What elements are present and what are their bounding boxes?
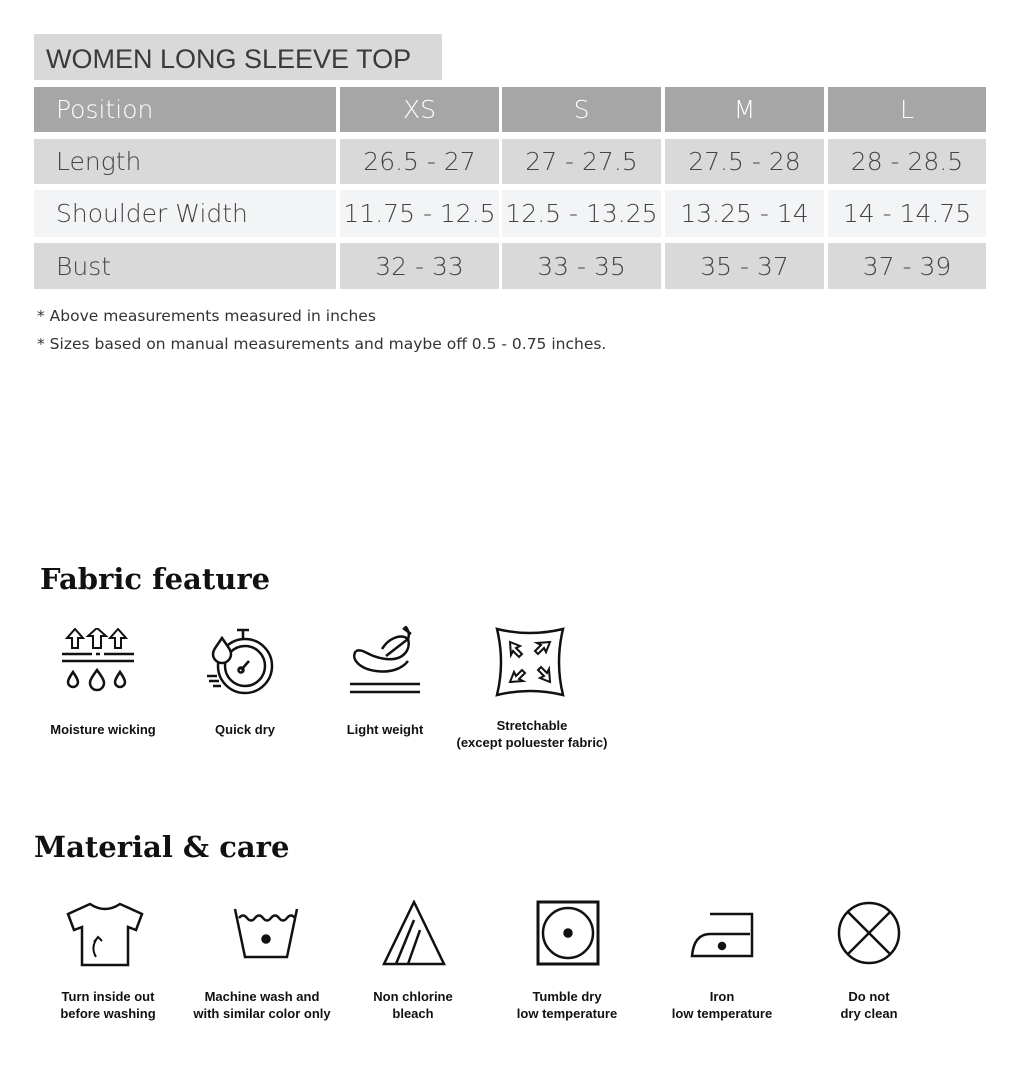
stopwatch-drop-icon xyxy=(207,628,274,695)
bleach-triangle-icon xyxy=(382,900,446,966)
no-dry-clean-icon xyxy=(837,901,901,965)
feather-icon xyxy=(350,626,420,694)
column-header: L xyxy=(828,87,986,132)
tumble-dry-icon xyxy=(536,900,600,966)
table-cell: 26.5 - 27 xyxy=(340,139,499,184)
table-cell: 35 - 37 xyxy=(665,243,824,289)
table-cell: 33 - 35 xyxy=(502,243,661,289)
fabric-label: Stretchable (except poluester fabric) xyxy=(456,718,608,750)
table-cell: 12.5 - 13.25 xyxy=(502,190,661,237)
fabric-heading: Fabric feature xyxy=(40,562,271,596)
shirt-inside-out-icon xyxy=(66,902,144,967)
column-header: S xyxy=(502,87,661,132)
column-header: Position xyxy=(34,87,336,132)
care-label: Machine wash and with similar color only xyxy=(193,989,331,1021)
stretch-icon xyxy=(495,627,565,697)
note: * Sizes based on manual measurements and… xyxy=(37,335,607,353)
table-cell: 11.75 - 12.5 xyxy=(340,190,499,237)
care-label: Turn inside out before washing xyxy=(60,989,156,1021)
table-cell: Bust xyxy=(34,243,336,289)
care-label: Iron low temperature xyxy=(671,989,773,1021)
table-cell: 27.5 - 28 xyxy=(665,139,824,184)
care-label: Do not dry clean xyxy=(840,989,898,1021)
moisture-wicking-icon xyxy=(62,628,134,692)
care-heading: Material & care xyxy=(34,830,290,864)
care-label: Tumble dry low temperature xyxy=(516,989,618,1021)
fabric-label: Light weight xyxy=(346,722,424,737)
table-cell: 13.25 - 14 xyxy=(665,190,824,237)
note: * Above measurements measured in inches xyxy=(37,307,376,325)
fabric-label: Quick dry xyxy=(215,722,275,737)
table-cell: 28 - 28.5 xyxy=(828,139,986,184)
column-header: M xyxy=(665,87,824,132)
table-cell: 27 - 27.5 xyxy=(502,139,661,184)
table-cell: 37 - 39 xyxy=(828,243,986,289)
table-cell: Length xyxy=(34,139,336,184)
chart-title: WOMEN LONG SLEEVE TOP xyxy=(34,34,442,80)
column-header: XS xyxy=(340,87,499,132)
table-cell: 32 - 33 xyxy=(340,243,499,289)
iron-icon xyxy=(690,912,754,958)
wash-tub-icon xyxy=(233,908,299,959)
care-label: Non chlorine bleach xyxy=(373,989,453,1021)
table-cell: 14 - 14.75 xyxy=(828,190,986,237)
fabric-label: Moisture wicking xyxy=(50,722,156,737)
table-cell: Shoulder Width xyxy=(34,190,336,237)
